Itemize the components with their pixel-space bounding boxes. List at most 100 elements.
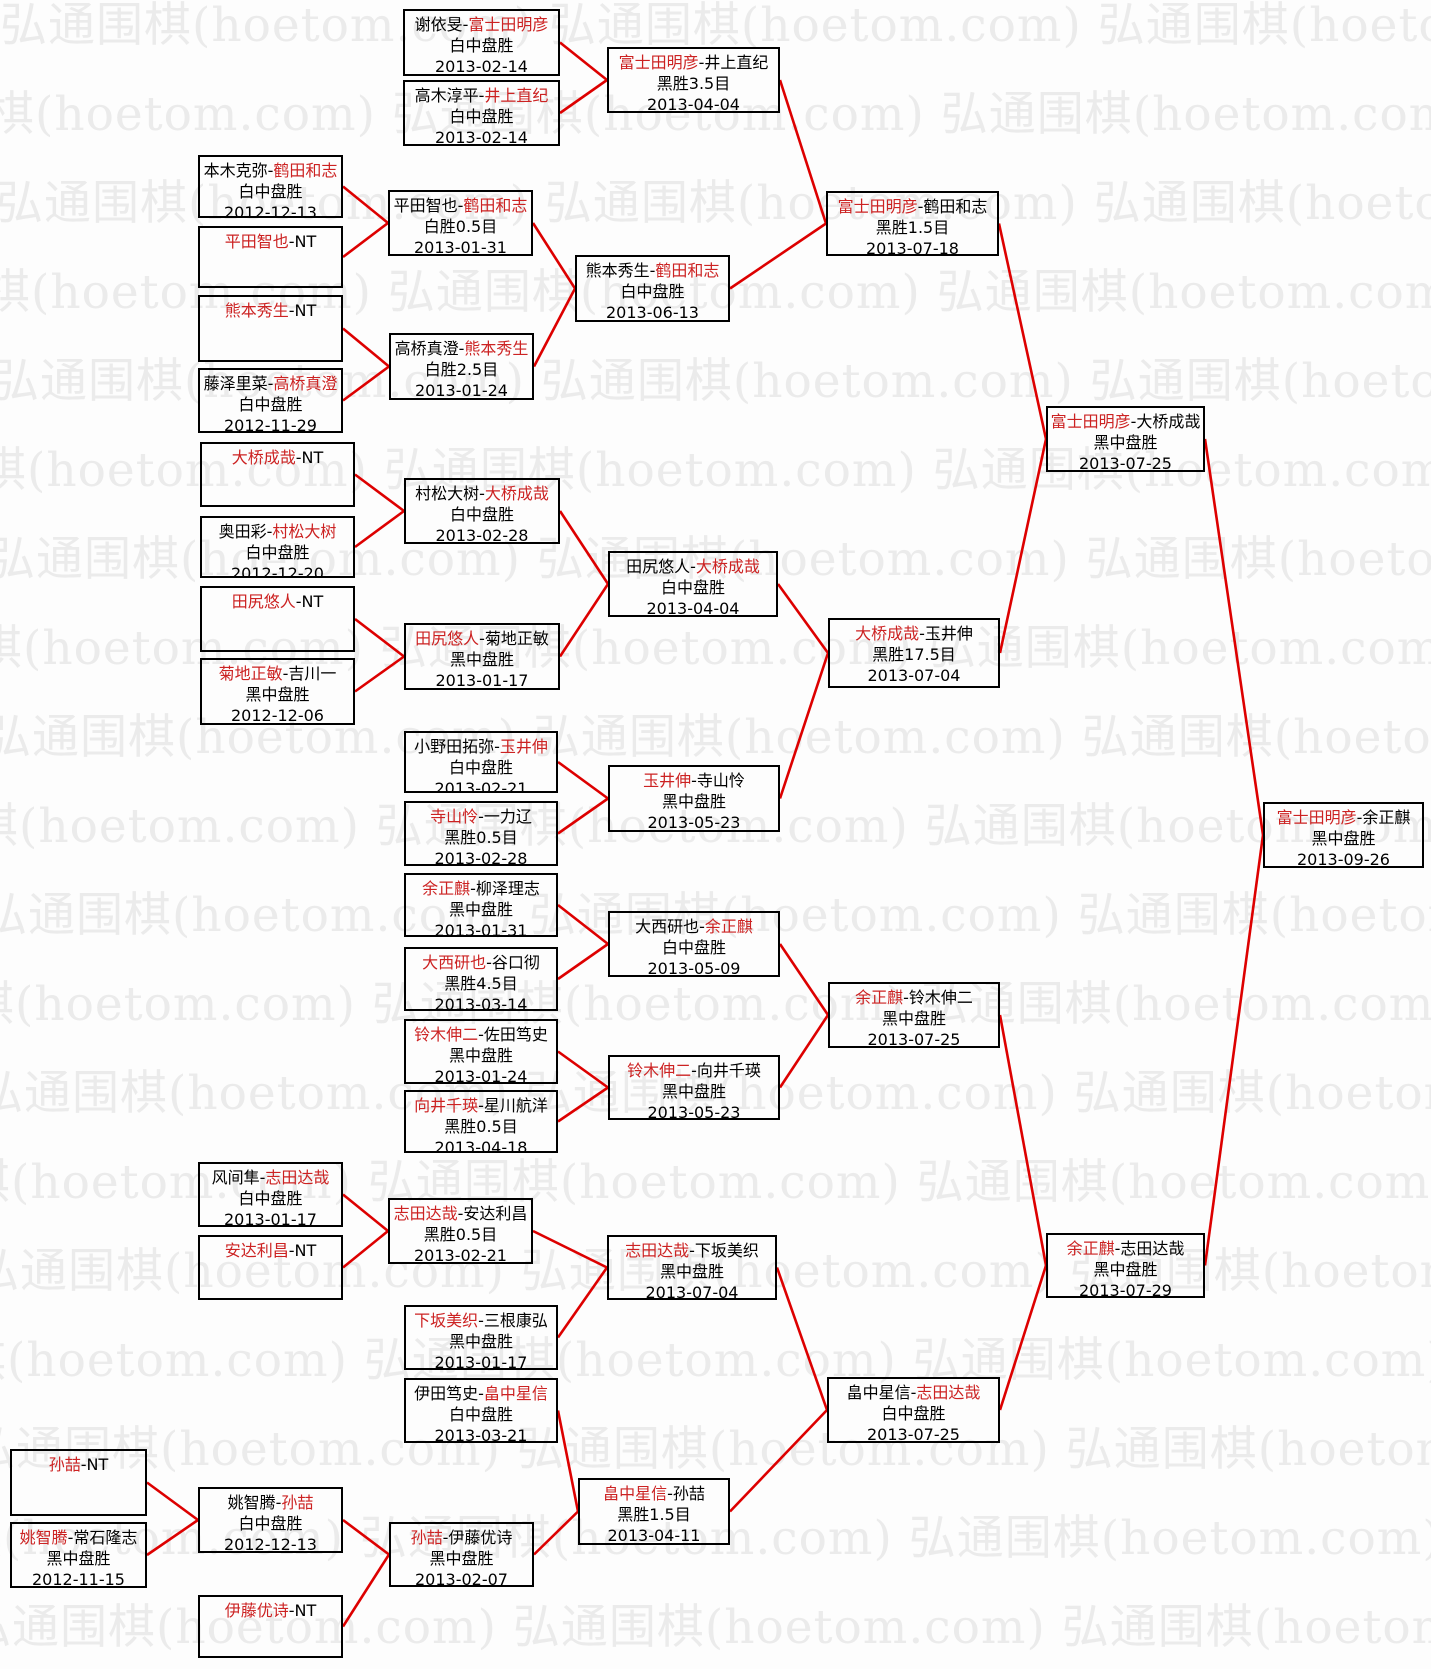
watermark-text: 弘通围棋(hoetom.com) 弘通围棋(hoetom.com) 弘通围棋(h… (0, 710, 1431, 765)
match-players: 畠中星信-孙喆 (580, 1483, 728, 1504)
match-result: 黑中盘胜 (448, 900, 513, 919)
player-name: 大桥成哉 (484, 484, 549, 503)
match-players: 风间隼-志田达哉 (200, 1167, 341, 1188)
match-players: 富士田明彦-余正麒 (1265, 807, 1422, 828)
match-date: 2013-07-25 (1079, 454, 1172, 472)
match-result: 黑胜17.5目 (872, 645, 956, 664)
name-separator: - (442, 1528, 449, 1547)
bracket-line (778, 79, 828, 224)
match-result: 白中盘胜 (238, 395, 303, 414)
name-separator: - (689, 1241, 695, 1260)
match-box: 富士田明彦-井上直纪 黑胜3.5目 2013-04-04 (607, 47, 780, 113)
match-date: 2013-07-04 (867, 666, 961, 685)
match-result: 黑中盘胜 (245, 685, 310, 704)
match-box: 大西研也-谷口彻 黑胜4.5目 2013-03-14 (404, 947, 558, 1011)
match-date: 2013-02-28 (434, 849, 528, 866)
match-players: 富士田明彦-鹤田和志 (828, 196, 997, 217)
match-players: 大西研也-余正麒 (610, 916, 778, 937)
match-box: 下坂美织-三根康弘 黑中盘胜 2013-01-17 (404, 1305, 558, 1370)
bracket-line (558, 583, 610, 658)
watermark-text: 弘通围棋(hoetom.com) 弘通围棋(hoetom.com) 弘通围棋(h… (0, 176, 1431, 231)
player-name: 富士田明彦 (468, 15, 549, 34)
name-separator: - (458, 339, 465, 358)
bracket-line (775, 1267, 829, 1411)
match-box: 菊地正敏-吉川一 黑中盘胜 2012-12-06 (200, 658, 355, 725)
match-box: 余正麒-铃木伸二 黑中盘胜 2013-07-25 (828, 982, 1000, 1048)
match-result: 黑中盘胜 (661, 1082, 726, 1101)
player-name: 安达利昌 (224, 1241, 289, 1260)
watermark-text: 弘通围棋(hoetom.com) 弘通围棋(hoetom.com) 弘通围棋(h… (0, 1155, 1431, 1210)
match-box: 富士田明彦-大桥成哉 黑中盘胜 2013-07-25 (1046, 406, 1205, 472)
player-name: 余正麒 (855, 988, 904, 1007)
match-date: 2013-07-25 (867, 1425, 960, 1443)
match-result: 黑中盘胜 (659, 1262, 724, 1281)
match-players: 本木克弥-鹤田和志 (200, 160, 341, 181)
match-result: 黑中盘胜 (661, 792, 726, 811)
match-players: 志田达哉-下坂美织 (609, 1240, 775, 1261)
match-players: 余正麒-志田达哉 (1048, 1238, 1203, 1259)
match-players: 大西研也-谷口彻 (406, 952, 556, 973)
name-separator: - (903, 988, 909, 1007)
name-separator: - (478, 807, 484, 826)
name-separator: - (478, 1311, 484, 1330)
watermark-text: 弘通围棋(hoetom.com) 弘通围棋(hoetom.com) 弘通围棋(h… (0, 265, 1431, 320)
bracket-line (556, 1266, 609, 1339)
match-box: 铃木伸二-向井千瑛 黑中盘胜 2013-05-23 (608, 1055, 780, 1120)
match-result: 白中盘胜 (449, 505, 514, 524)
match-box: 铃木伸二-佐田笃史 黑中盘胜 2013-01-24 (404, 1019, 558, 1084)
player-name: 孙喆 (672, 1484, 705, 1503)
match-box: 谢依旻-富士田明彦 白中盘胜 2013-02-14 (403, 9, 560, 76)
match-result: 白胜2.5目 (424, 360, 499, 379)
player-name: 井上直纪 (484, 86, 549, 105)
player-name: 余正麒 (422, 879, 471, 898)
match-result: 黑胜0.5目 (423, 1225, 498, 1244)
name-separator: - (457, 1204, 464, 1223)
bracket-line (998, 1014, 1048, 1266)
player-name: 寺山怜 (430, 807, 479, 826)
player-name: 孙喆 (281, 1493, 314, 1512)
name-separator: - (478, 1096, 484, 1115)
name-separator: - (288, 232, 295, 251)
match-players: 谢依旻-富士田明彦 (405, 14, 558, 35)
name-separator: - (266, 522, 273, 541)
match-date: 2013-01-24 (434, 1067, 528, 1084)
match-result: 白中盘胜 (661, 938, 726, 957)
match-players: 大桥成哉-玉井伸 (830, 623, 998, 644)
match-date: 2013-04-11 (607, 1526, 701, 1545)
name-separator: - (478, 86, 485, 105)
player-name: 孙喆 (410, 1528, 443, 1547)
match-players: 铃木伸二-佐田笃史 (406, 1024, 556, 1045)
bracket-line (559, 78, 608, 115)
bracket-line (1203, 438, 1265, 836)
bracket-line (342, 185, 389, 225)
match-players: 余正麒-柳泽理志 (406, 878, 556, 899)
match-date: 2013-04-18 (434, 1138, 528, 1153)
bracket-line (532, 1229, 608, 1269)
player-name: 平田智也 (393, 196, 458, 215)
player-name: 小野田拓弥 (414, 737, 495, 756)
name-separator: - (1114, 1239, 1121, 1258)
match-result: 白中盘胜 (620, 282, 685, 301)
match-date: 2013-02-28 (435, 526, 529, 544)
match-players: 田尻悠人-菊地正敏 (406, 628, 558, 649)
match-box: 志田达哉-下坂美织 黑中盘胜 2013-07-04 (607, 1235, 777, 1300)
watermark-text: 弘通围棋(hoetom.com) 弘通围棋(hoetom.com) 弘通围棋(h… (0, 1600, 1431, 1655)
name-separator: - (478, 1025, 484, 1044)
player-name: 伊藤优诗 (448, 1528, 513, 1547)
match-box: 田尻悠人-菊地正敏 黑中盘胜 2013-01-17 (404, 623, 560, 690)
match-players: 藤泽里菜-高桥真澄 (200, 373, 341, 394)
player-name: 畠中星信 (603, 1484, 668, 1503)
name-separator: - (690, 557, 696, 576)
match-date: 2013-04-04 (647, 95, 740, 113)
bracket-line (998, 438, 1048, 654)
bracket-line (729, 1409, 828, 1513)
match-players: 铃木伸二-向井千瑛 (610, 1060, 778, 1081)
player-name: 畠中星信 (483, 1384, 548, 1403)
name-separator: - (80, 1455, 87, 1474)
match-date: 2013-02-07 (415, 1570, 508, 1587)
match-date: 2013-04-04 (646, 599, 740, 617)
bye-box: 安达利昌-NT (198, 1235, 343, 1300)
watermark-text: 弘通围棋(hoetom.com) 弘通围棋(hoetom.com) 弘通围棋(h… (0, 1244, 1431, 1299)
